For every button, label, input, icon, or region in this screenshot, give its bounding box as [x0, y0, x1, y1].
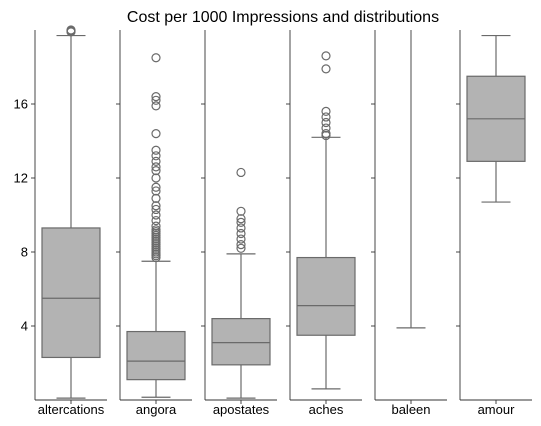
flier-point	[151, 210, 161, 220]
category-label: aches	[309, 402, 344, 417]
flier-point	[151, 162, 161, 172]
category-label: altercations	[38, 402, 105, 417]
flier-point	[151, 129, 161, 139]
y-tick-label: 16	[14, 97, 28, 112]
flier-point	[151, 201, 161, 211]
flier-point	[321, 129, 331, 139]
flier-point	[236, 214, 246, 224]
flier-point	[236, 217, 246, 227]
flier-point	[321, 64, 331, 74]
category-label: angora	[136, 402, 177, 417]
flier-point	[236, 223, 246, 233]
flier-point	[151, 225, 161, 235]
panels: 4 8 12 16 altercations angora apostates aches ba…	[14, 25, 532, 417]
chart-title: Cost per 1000 Impressions and distributi…	[127, 9, 439, 26]
panel-baleen: baleen	[371, 30, 447, 417]
panel-apostates: apostates	[201, 30, 277, 417]
flier-point	[151, 151, 161, 161]
flier-point	[321, 106, 331, 117]
category-label: apostates	[213, 402, 270, 417]
flier-point	[151, 182, 161, 192]
flier-point	[236, 234, 246, 244]
flier-point	[236, 228, 246, 239]
panel-amour: amour	[456, 30, 532, 417]
y-tick-label: 4	[21, 319, 28, 334]
flier-point	[321, 117, 331, 128]
flier-point	[236, 206, 246, 216]
box	[211, 318, 271, 366]
flier-point	[151, 173, 161, 183]
flier-point	[321, 123, 331, 133]
box	[296, 256, 356, 336]
flier-point	[151, 215, 161, 226]
flier-point	[151, 101, 161, 111]
flier-point	[151, 186, 161, 196]
flier-point	[236, 243, 246, 253]
flier-point	[151, 221, 161, 231]
panel-angora: angora	[116, 30, 192, 417]
box	[41, 227, 101, 359]
flier-point	[151, 91, 161, 102]
flier-point	[151, 145, 161, 155]
flier-point	[321, 51, 331, 61]
flier-point	[236, 167, 246, 178]
y-tick-label: 8	[21, 245, 28, 260]
flier-point	[151, 166, 161, 176]
box	[126, 330, 186, 381]
flier-point	[321, 112, 331, 122]
flier-point	[151, 53, 161, 63]
flier-point	[151, 95, 161, 105]
flier-point	[151, 204, 161, 215]
category-label: baleen	[391, 402, 430, 417]
y-tick-label: 12	[14, 171, 28, 186]
flier-point	[236, 240, 246, 250]
panel-aches: aches	[286, 30, 362, 417]
category-label: amour	[478, 402, 516, 417]
flier-point	[66, 25, 76, 35]
panel-altercations: 4 8 12 16 altercations	[14, 25, 107, 417]
flier-point	[151, 156, 161, 166]
